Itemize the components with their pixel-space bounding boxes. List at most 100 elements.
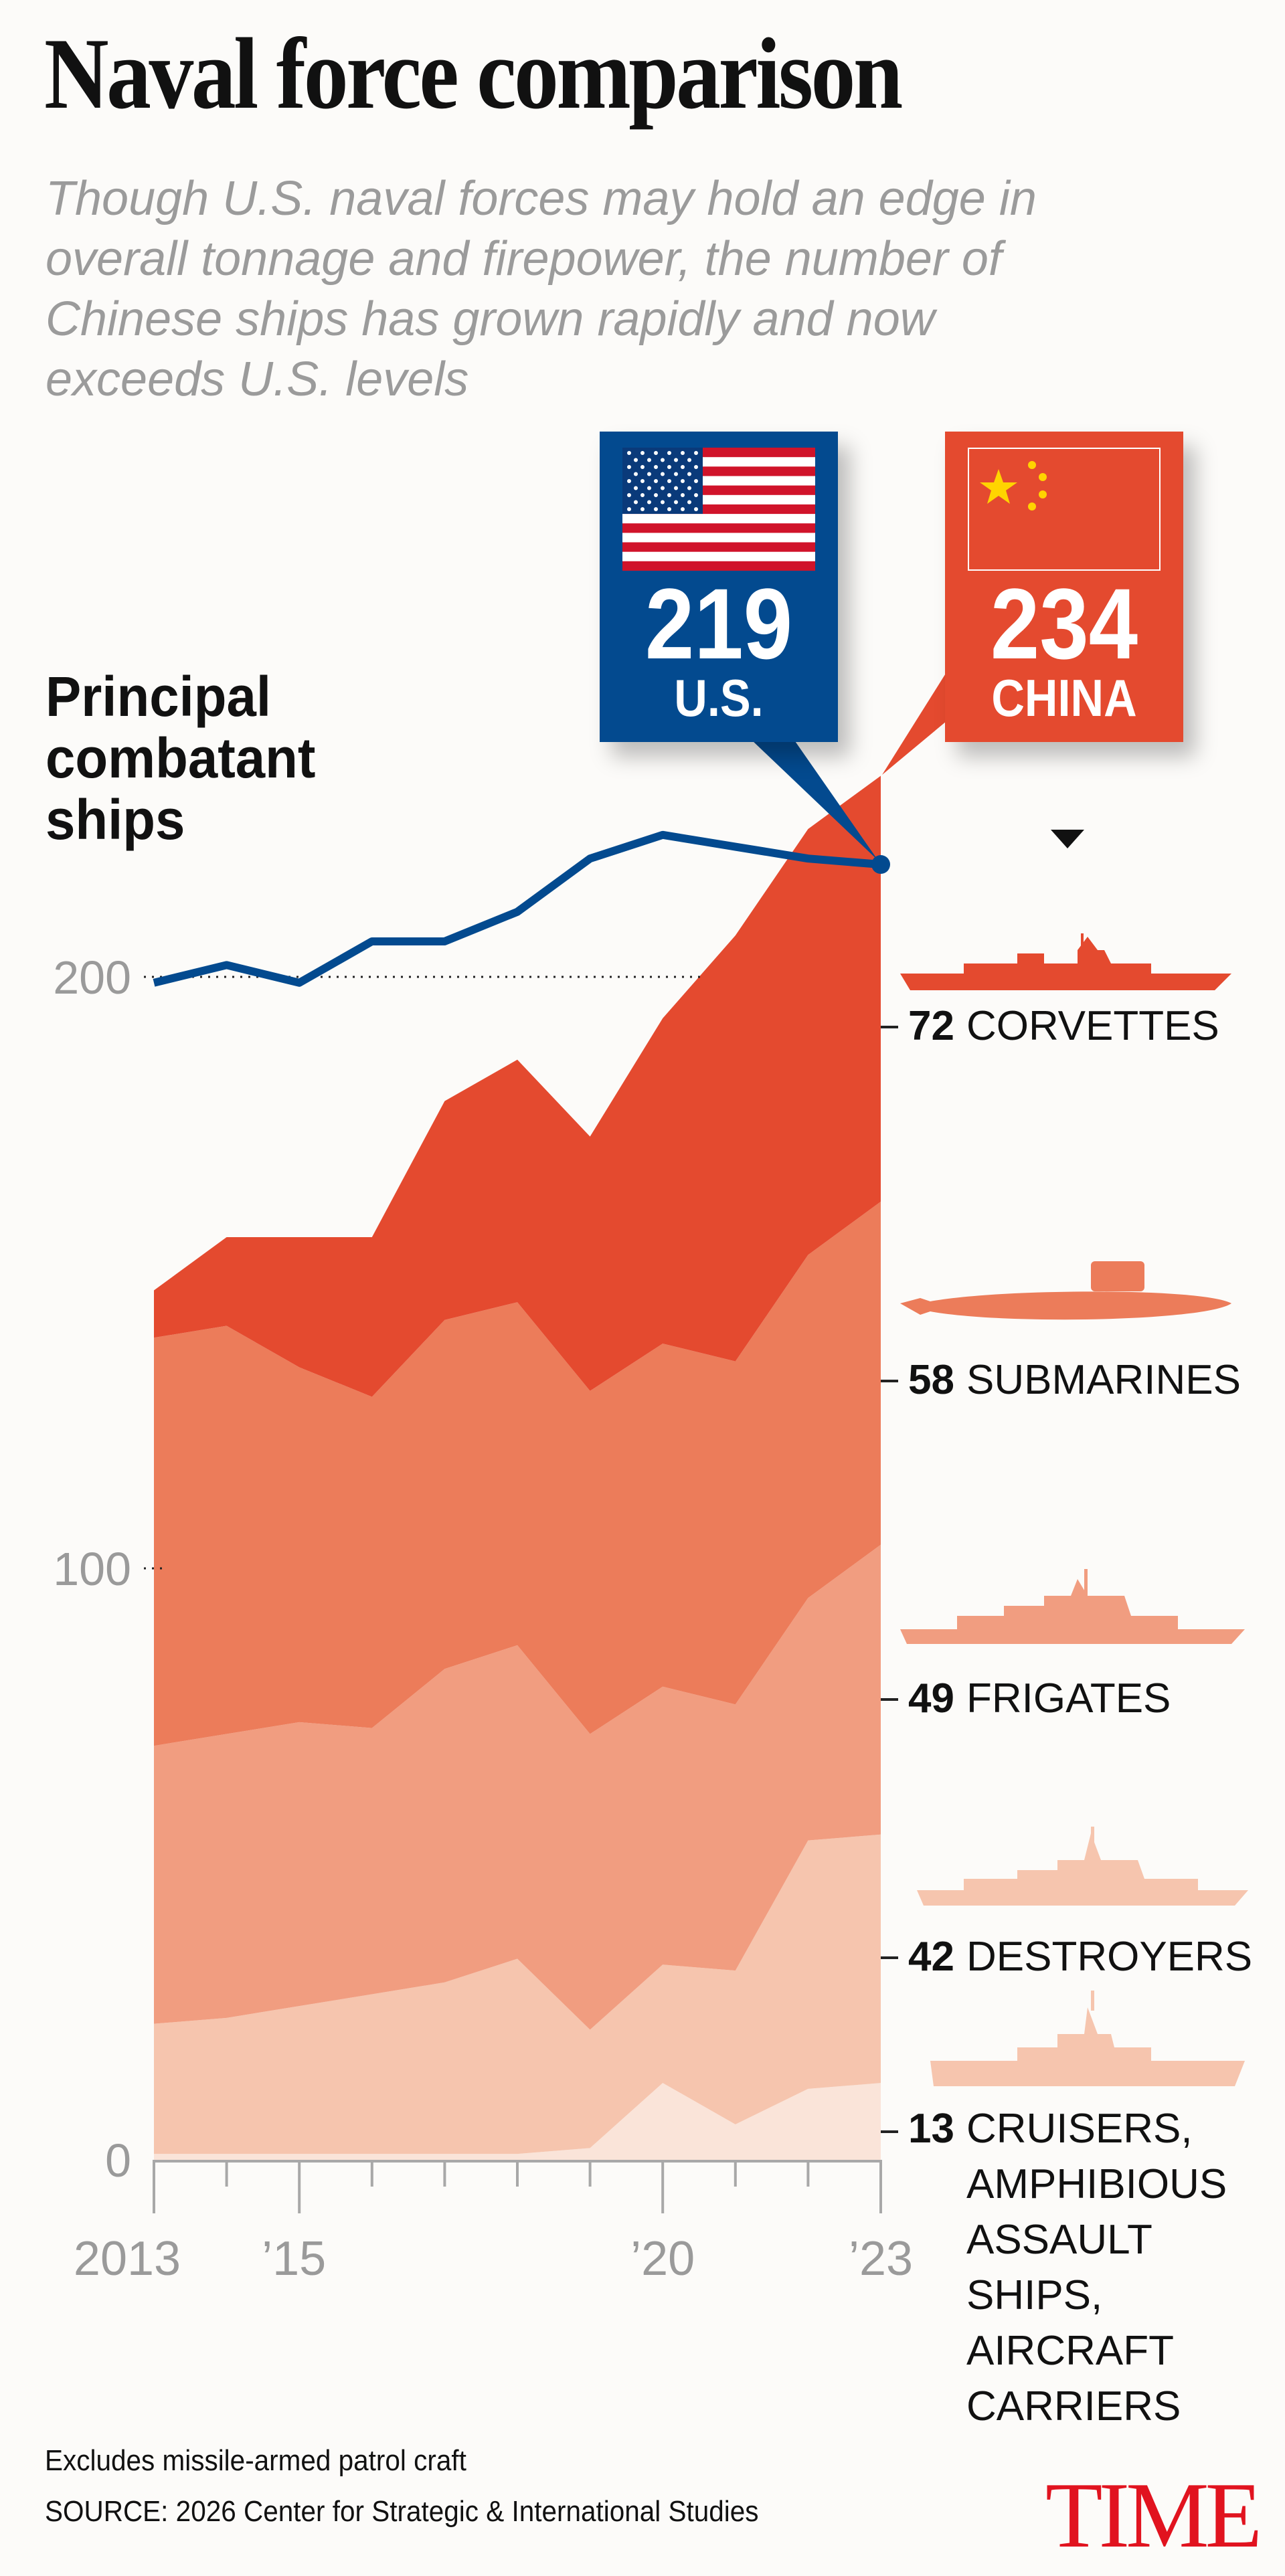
china-ship-count: 234: [990, 567, 1138, 680]
flag-star: [687, 486, 691, 490]
legend-item-destroyers: 42 DESTROYERS: [908, 1929, 1252, 1985]
flag-star: [627, 451, 631, 455]
x-tick-label: ’15: [262, 2232, 326, 2286]
flag-star: [667, 451, 671, 455]
flag-star: [634, 472, 638, 476]
flag-star: [647, 500, 651, 504]
china-label: CHINA: [991, 668, 1137, 727]
flag-star: [694, 507, 698, 511]
legend-tick: [881, 1380, 898, 1382]
submarine-silhouette-icon: [900, 1261, 1231, 1320]
flag-star: [654, 507, 658, 511]
legend-count: 58: [908, 1357, 954, 1403]
flag-star: [674, 472, 678, 476]
flag-star: [627, 465, 631, 469]
destroyer-silhouette-icon: [917, 1827, 1248, 1906]
flag-star: [634, 458, 638, 462]
time-logo: TIME: [1045, 2464, 1262, 2567]
legend-tick: [881, 1956, 898, 1959]
page-title: Naval force comparison: [44, 17, 903, 130]
flag-star: [667, 479, 671, 483]
legend-item-frigates: 49 FRIGATES: [908, 1671, 1171, 1726]
area-destroyers: [154, 1834, 881, 2154]
flag-star: [667, 493, 671, 497]
flag-star: [661, 486, 665, 490]
us-ship-count: 219: [645, 567, 793, 680]
flag-star: [661, 458, 665, 462]
legend-count: 42: [908, 1934, 954, 1980]
flag-star: [634, 500, 638, 504]
y-tick-label: 200: [53, 951, 131, 1004]
flag-star: [681, 479, 685, 483]
legend-count: 72: [908, 1003, 954, 1049]
legend-label: CRUISERS, AMPHIBIOUS ASSAULT SHIPS, AIRC…: [966, 2106, 1227, 2429]
area-frigates: [154, 1544, 881, 2030]
flag-star: [674, 486, 678, 490]
flag-star: [640, 451, 645, 455]
flag-star: [694, 479, 698, 483]
flag-star: [640, 479, 645, 483]
legend-label: DESTROYERS: [966, 1934, 1253, 1980]
legend-item-submarines: 58 SUBMARINES: [908, 1352, 1241, 1408]
us-flag-icon: [622, 448, 815, 571]
flag-star: [681, 465, 685, 469]
footer: Excludes missile-armed patrol craft SOUR…: [45, 2435, 759, 2537]
flag-star: [654, 493, 658, 497]
flag-star: [640, 465, 645, 469]
flag-star: [627, 493, 631, 497]
flag-star: [681, 507, 685, 511]
flag-star: [674, 458, 678, 462]
flag-star: [694, 465, 698, 469]
legend-label: SUBMARINES: [966, 1357, 1241, 1403]
legend-item-corvettes: 72 CORVETTES: [908, 998, 1219, 1054]
flag-star: [627, 507, 631, 511]
legend-item-cruisers-carriers: 13 CRUISERS, AMPHIBIOUS ASSAULT SHIPS, AI…: [908, 2101, 1256, 2434]
y-tick-label: 100: [53, 1543, 131, 1595]
x-tick-label: 2013: [74, 2232, 181, 2286]
chart-title: Principal combatant ships: [46, 665, 316, 851]
flag-star: [640, 493, 645, 497]
legend-count: 13: [908, 2106, 954, 2152]
area-cruisers: [154, 2083, 881, 2160]
china-callout: 234 CHINA: [945, 432, 1183, 742]
flag-star: [634, 486, 638, 490]
flag-star: [694, 493, 698, 497]
flag-star: [647, 486, 651, 490]
flag-star: [640, 507, 645, 511]
flag-star: [687, 458, 691, 462]
legend-tick: [881, 1026, 898, 1028]
dropdown-triangle-icon: [1051, 830, 1084, 848]
legend-tick: [881, 2130, 898, 2133]
china-callout-pointer: [882, 672, 946, 775]
y-tick-label: 0: [105, 2134, 131, 2187]
flag-star: [681, 493, 685, 497]
us-callout: 219 U.S.: [600, 432, 838, 742]
x-tick-label: ’20: [630, 2232, 695, 2286]
x-tick-label: ’23: [849, 2232, 913, 2286]
us-callout-pointer: [751, 739, 878, 860]
legend-count: 49: [908, 1675, 954, 1722]
flag-star: [647, 472, 651, 476]
us-label: U.S.: [674, 668, 764, 727]
flag-star: [667, 507, 671, 511]
source: SOURCE: 2026 Center for Strategic & Inte…: [45, 2495, 759, 2528]
flag-star: [694, 451, 698, 455]
flag-star: [654, 451, 658, 455]
flag-star: [687, 500, 691, 504]
flag-star: [661, 500, 665, 504]
flag-star: [654, 479, 658, 483]
flag-star: [661, 472, 665, 476]
flag-star: [681, 451, 685, 455]
flag-star: [647, 458, 651, 462]
flag-star: [654, 465, 658, 469]
us-line: [153, 830, 881, 987]
area-submarines: [154, 1201, 881, 1746]
frigate-silhouette-icon: [900, 1569, 1245, 1644]
flag-star: [627, 479, 631, 483]
flag-star: [667, 465, 671, 469]
legend-label: CORVETTES: [966, 1003, 1219, 1049]
flag-star: [674, 500, 678, 504]
corvette-silhouette-icon: [900, 933, 1231, 990]
footnote: Excludes missile-armed patrol craft: [45, 2444, 466, 2477]
